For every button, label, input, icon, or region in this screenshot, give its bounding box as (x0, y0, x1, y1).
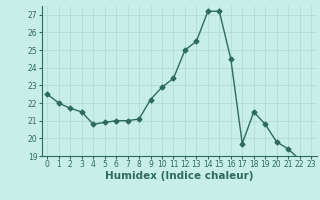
X-axis label: Humidex (Indice chaleur): Humidex (Indice chaleur) (105, 171, 253, 181)
